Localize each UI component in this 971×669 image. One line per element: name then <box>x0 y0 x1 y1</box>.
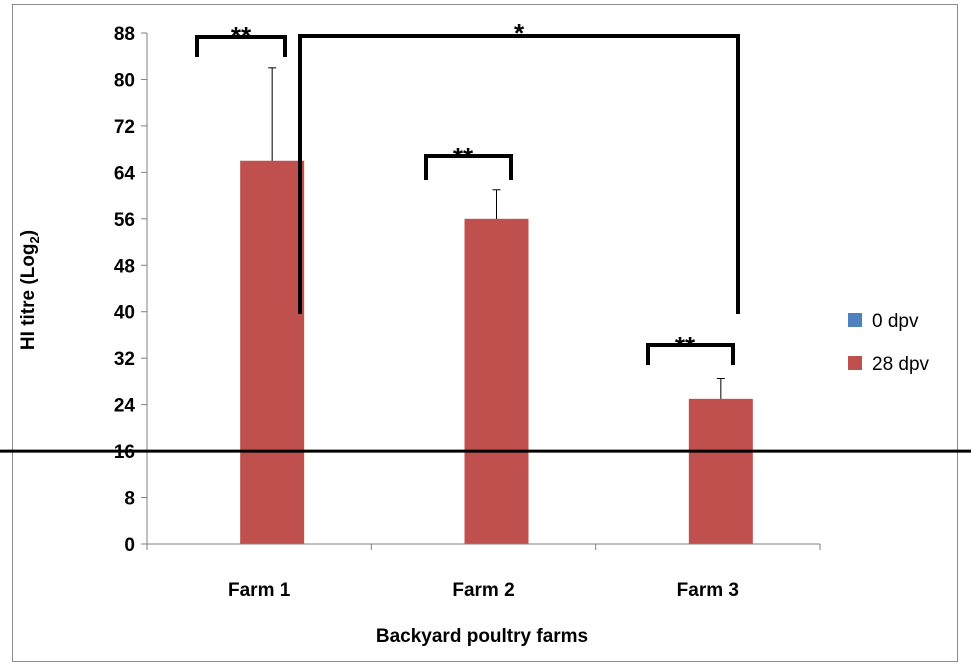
y-tick-label: 64 <box>114 163 136 184</box>
significance-label: ** <box>453 142 474 172</box>
significance-bracket <box>424 154 513 180</box>
y-tick-label: 32 <box>114 349 135 370</box>
bar-28dpv <box>240 160 305 544</box>
error-bars <box>268 67 725 399</box>
y-tick-label: 56 <box>114 210 135 231</box>
significance-bracket <box>646 343 735 365</box>
legend-swatch-28dpv <box>848 356 862 370</box>
y-tick-label: 48 <box>114 256 135 277</box>
y-tick-label: 40 <box>114 303 135 324</box>
bar-28dpv <box>688 398 753 544</box>
significance-bracket <box>195 35 287 57</box>
legend-label-28dpv: 28 dpv <box>872 354 930 375</box>
significance-brackets: ******* <box>195 18 740 365</box>
significance-label: ** <box>675 331 696 361</box>
significance-label: ** <box>231 21 252 51</box>
legend-swatch-0dpv <box>848 313 862 327</box>
y-tick-label: 72 <box>114 117 135 138</box>
y-tick-label: 88 <box>114 24 135 45</box>
x-axis-title: Backyard poultry farms <box>376 626 588 647</box>
significance-bracket <box>298 34 740 314</box>
x-tick-label: Farm 1 <box>228 580 291 601</box>
legend: 0 dpv 28 dpv <box>848 311 930 375</box>
x-tick-label: Farm 3 <box>677 580 739 601</box>
x-axis-ticks: Farm 1 Farm 2 Farm 3 <box>146 544 821 601</box>
y-tick-label: 80 <box>114 70 135 91</box>
x-tick-label: Farm 2 <box>452 580 514 601</box>
significance-label: * <box>514 18 525 48</box>
legend-label-0dpv: 0 dpv <box>872 311 919 332</box>
y-axis-ticks: 0816243240485664728088 <box>114 24 147 556</box>
y-tick-label: 24 <box>114 396 136 417</box>
bars <box>240 160 753 544</box>
y-axis-title: HI titre (Log2) <box>18 230 42 350</box>
bar-28dpv <box>464 218 529 544</box>
y-tick-label: 0 <box>124 535 135 556</box>
y-tick-label: 8 <box>124 489 135 510</box>
